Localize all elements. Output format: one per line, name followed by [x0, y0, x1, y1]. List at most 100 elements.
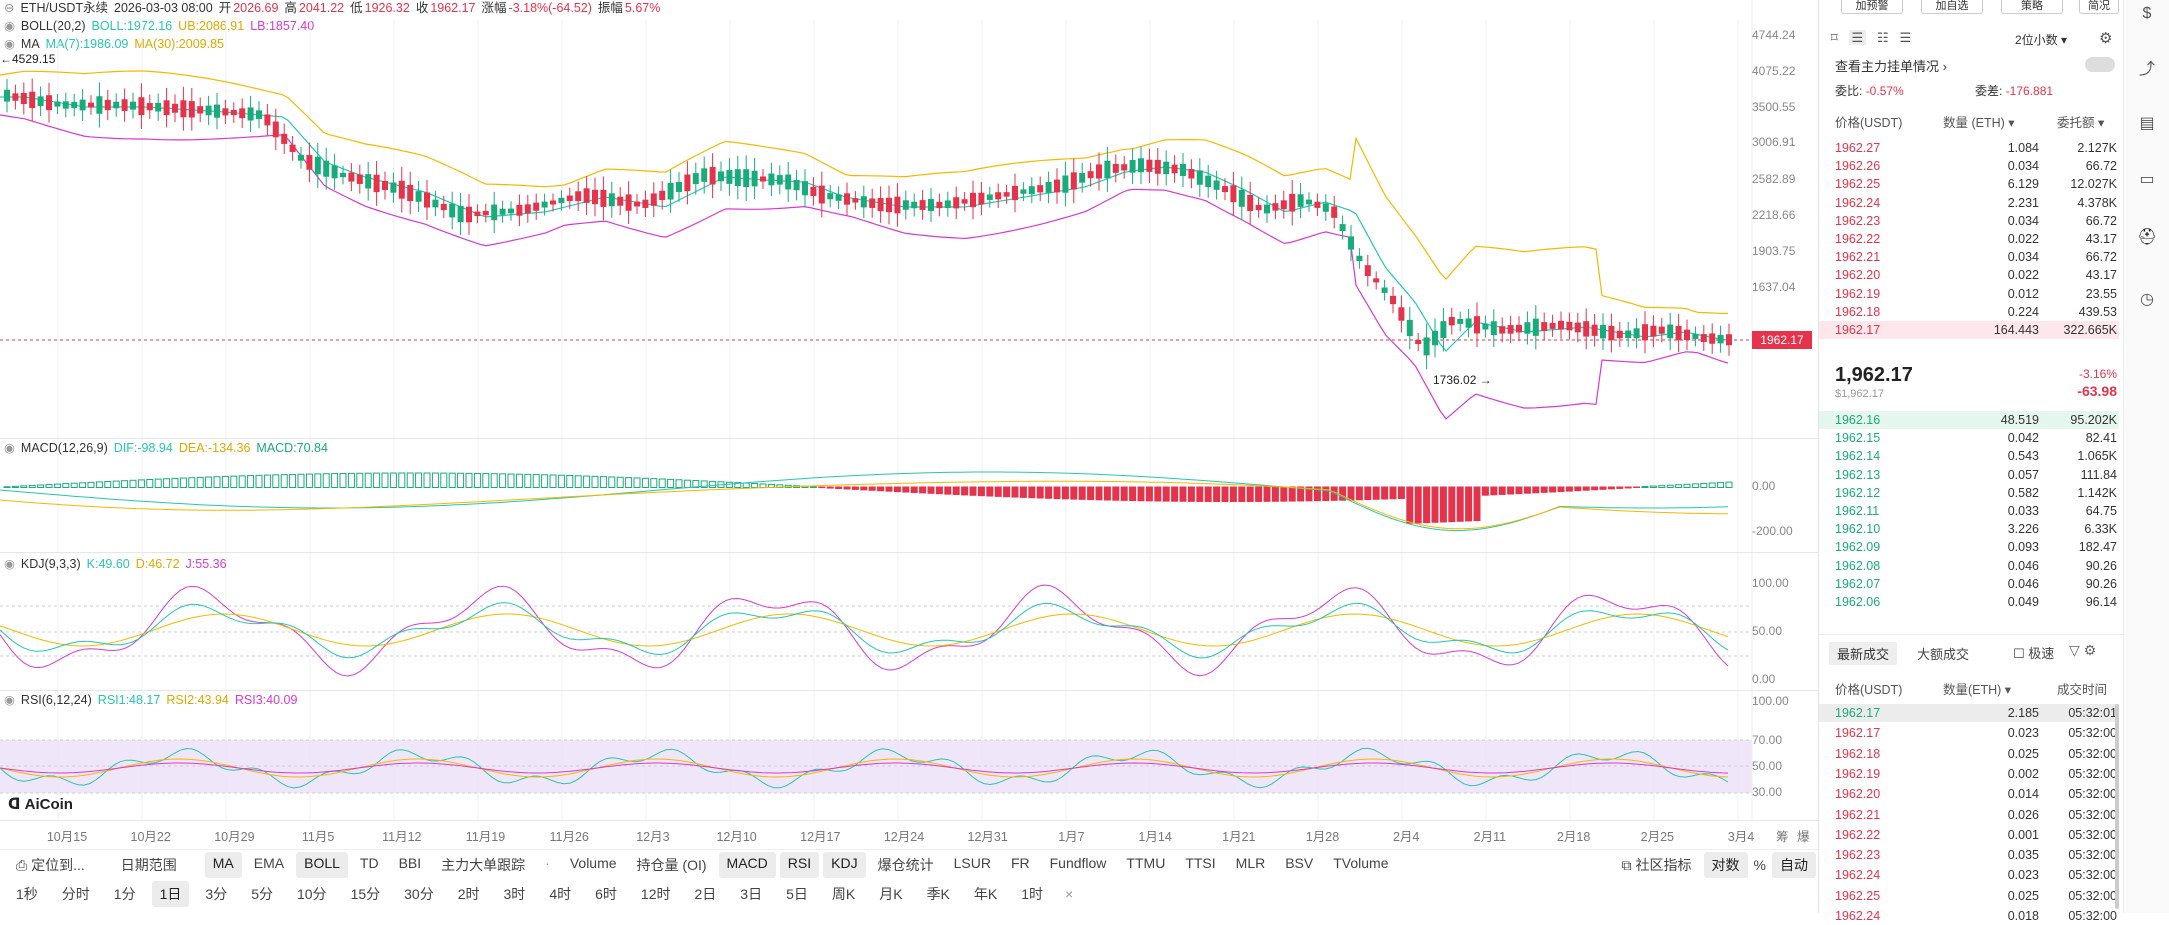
- eye-icon[interactable]: ◉: [4, 37, 15, 51]
- bid-row[interactable]: 1962.08 0.046 90.26: [1835, 558, 2117, 573]
- top-button[interactable]: 加预警: [1841, 0, 1903, 14]
- layout-icons[interactable]: ⌑ ☰ ☷ ☰: [1831, 30, 1912, 45]
- robot-icon[interactable]: ⛑: [2137, 229, 2158, 246]
- chart-icon[interactable]: ▤: [2139, 115, 2155, 132]
- ask-row[interactable]: 1962.22 0.022 43.17: [1835, 232, 2117, 246]
- interval-item[interactable]: 6时: [595, 886, 617, 902]
- indicator-item[interactable]: 持仓量 (OI): [636, 856, 707, 873]
- interval-item[interactable]: 2时: [457, 886, 480, 902]
- chart-area[interactable]: ⊖ ETH/USDT永续 2026-03-03 08:00 开 2026.69 高 2041…: [0, 0, 1818, 913]
- indicator-item[interactable]: MLR: [1235, 854, 1266, 871]
- percent-button[interactable]: %: [1753, 856, 1766, 873]
- trade-col-qty[interactable]: 数量(ETH) ▾: [1943, 683, 2012, 697]
- price-chart[interactable]: [0, 0, 1818, 913]
- interval-item[interactable]: 10分: [296, 886, 327, 902]
- top-button[interactable]: 简况: [2079, 0, 2119, 14]
- trades-scrollbar[interactable]: [2115, 704, 2119, 909]
- indicator-item[interactable]: LSUR: [953, 854, 991, 871]
- close-interval-icon[interactable]: ×: [1065, 886, 1074, 902]
- interval-item[interactable]: 季K: [926, 886, 950, 902]
- indicator-item[interactable]: BSV: [1285, 854, 1314, 871]
- main-orders-link[interactable]: 查看主力挂单情况 ›: [1835, 59, 1947, 74]
- bid-row[interactable]: 1962.07 0.046 90.26: [1835, 576, 2117, 591]
- indicator-item[interactable]: Volume: [569, 854, 617, 871]
- indicator-item[interactable]: 主力大单跟踪: [441, 856, 526, 873]
- indicator-item[interactable]: TVolume: [1333, 854, 1389, 871]
- interval-item[interactable]: 1日: [151, 881, 190, 907]
- indicator-item[interactable]: TTSI: [1185, 854, 1216, 871]
- interval-item[interactable]: 30分: [404, 886, 434, 902]
- interval-item[interactable]: 4时: [549, 886, 572, 902]
- auto-scale-button[interactable]: 自动: [1772, 851, 1816, 878]
- tab-latest-trades[interactable]: 最新成交: [1829, 642, 1898, 665]
- indicator-item[interactable]: MACD: [718, 851, 776, 878]
- bid-row[interactable]: 1962.09 0.093 182.47: [1835, 540, 2117, 555]
- ask-row[interactable]: 1962.25 6.129 12.027K: [1835, 177, 2117, 192]
- interval-item[interactable]: 月K: [879, 886, 903, 902]
- indicator-item[interactable]: BOLL: [296, 851, 348, 878]
- interval-item[interactable]: 1秒: [16, 886, 38, 902]
- indicator-item[interactable]: FR: [1010, 854, 1030, 871]
- dollar-icon[interactable]: $: [2142, 5, 2152, 22]
- log-scale-button[interactable]: 对数: [1703, 851, 1748, 878]
- settings-icon[interactable]: ⚙: [2099, 30, 2113, 47]
- top-button[interactable]: 加自选: [1921, 0, 1983, 14]
- date-range-button[interactable]: 日期范围: [120, 856, 177, 873]
- bid-row[interactable]: 1962.15 0.042 82.41: [1835, 431, 2117, 446]
- interval-item[interactable]: 15分: [350, 886, 381, 902]
- interval-item[interactable]: 1时: [1021, 886, 1044, 902]
- bid-row[interactable]: 1962.16 48.519 95.202K: [1819, 411, 2119, 429]
- ask-row[interactable]: 1962.27 1.084 2.127K: [1835, 141, 2117, 155]
- col-qty[interactable]: 数量 (ETH) ▾: [1943, 116, 2015, 130]
- interval-item[interactable]: 5日: [786, 886, 808, 902]
- indicator-item[interactable]: RSI: [779, 851, 820, 878]
- interval-item[interactable]: 周K: [831, 886, 856, 902]
- interval-item[interactable]: 3日: [740, 886, 763, 902]
- ask-row[interactable]: 1962.23 0.034 66.72: [1835, 213, 2117, 228]
- clock-icon[interactable]: ◷: [2140, 291, 2154, 308]
- interval-item[interactable]: 5分: [251, 886, 273, 902]
- indicator-item[interactable]: ·: [545, 854, 550, 871]
- main-orders-toggle[interactable]: [2085, 57, 2115, 72]
- indicator-item[interactable]: MA: [204, 851, 242, 878]
- interval-item[interactable]: 12时: [640, 886, 671, 902]
- wallet-icon[interactable]: ▭: [2139, 171, 2155, 188]
- indicator-item[interactable]: TD: [359, 854, 379, 871]
- interval-item[interactable]: 3分: [205, 886, 228, 902]
- col-amount[interactable]: 委托额 ▾: [2057, 116, 2105, 130]
- bid-row[interactable]: 1962.11 0.033 64.75: [1835, 504, 2117, 518]
- tab-large-trades[interactable]: 大额成交: [1917, 647, 1970, 662]
- ask-row[interactable]: 1962.24 2.231 4.378K: [1835, 195, 2117, 210]
- eye-icon[interactable]: ◉: [4, 441, 15, 455]
- indicator-item[interactable]: BBI: [398, 854, 422, 871]
- locate-button[interactable]: ⎙ 定位到...: [16, 856, 85, 873]
- interval-item[interactable]: 分时: [61, 886, 90, 902]
- fast-checkbox[interactable]: ☐ 极速: [2013, 646, 2055, 661]
- filter-icon[interactable]: ▽ ⚙: [2069, 642, 2097, 658]
- indicator-item[interactable]: TTMU: [1126, 854, 1166, 871]
- bid-row[interactable]: 1962.13 0.057 111.84: [1835, 467, 2117, 482]
- eye-icon[interactable]: ◉: [4, 693, 15, 707]
- indicator-item[interactable]: EMA: [253, 854, 285, 871]
- ask-row[interactable]: 1962.17 164.443 322.665K: [1819, 321, 2119, 339]
- eye-icon[interactable]: ◉: [4, 557, 15, 571]
- decimal-select[interactable]: 2位小数 ▾: [2015, 33, 2068, 47]
- ask-row[interactable]: 1962.20 0.022 43.17: [1835, 268, 2117, 283]
- ask-row[interactable]: 1962.26 0.034 66.72: [1835, 159, 2117, 174]
- interval-item[interactable]: 年K: [973, 886, 998, 902]
- eye-icon[interactable]: ◉: [4, 19, 15, 33]
- indicator-item[interactable]: KDJ: [823, 851, 866, 878]
- community-indicators-button[interactable]: ⧉ 社区指标: [1621, 856, 1692, 873]
- liquidation-label[interactable]: 爆: [1797, 830, 1810, 844]
- ask-row[interactable]: 1962.21 0.034 66.72: [1835, 250, 2117, 265]
- chips-label[interactable]: 筹: [1776, 830, 1789, 844]
- trend-icon[interactable]: ⤴: [2138, 61, 2155, 78]
- indicator-item[interactable]: 爆仓统计: [877, 856, 934, 873]
- ask-row[interactable]: 1962.18 0.224 439.53: [1835, 304, 2117, 319]
- bid-row[interactable]: 1962.12 0.582 1.142K: [1835, 485, 2117, 500]
- interval-item[interactable]: 3时: [503, 886, 526, 902]
- bid-row[interactable]: 1962.06 0.049 96.14: [1835, 595, 2117, 609]
- bid-row[interactable]: 1962.14 0.543 1.065K: [1835, 449, 2117, 464]
- top-button[interactable]: 策略: [2001, 0, 2063, 14]
- interval-item[interactable]: 2日: [694, 886, 717, 902]
